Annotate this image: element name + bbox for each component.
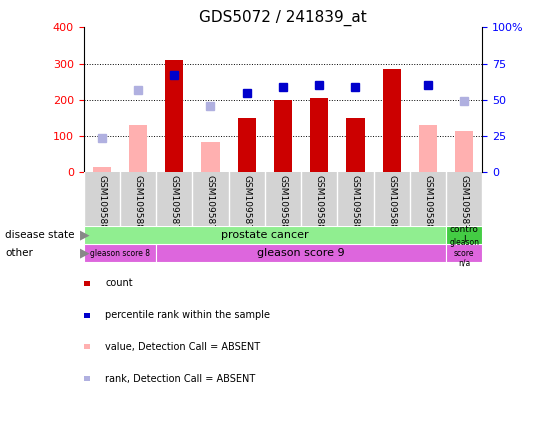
Bar bbox=[446, 244, 482, 262]
Bar bbox=[84, 244, 156, 262]
Text: GSM1095880: GSM1095880 bbox=[279, 175, 287, 236]
Bar bbox=[446, 225, 482, 244]
Bar bbox=[238, 118, 256, 173]
Text: value, Detection Call = ABSENT: value, Detection Call = ABSENT bbox=[105, 342, 260, 352]
Text: other: other bbox=[5, 248, 33, 258]
Bar bbox=[419, 125, 437, 173]
Text: disease state: disease state bbox=[5, 230, 75, 240]
Bar bbox=[347, 118, 364, 173]
Bar bbox=[93, 167, 110, 173]
Text: GSM1095882: GSM1095882 bbox=[351, 175, 360, 236]
Text: GSM1095885: GSM1095885 bbox=[424, 175, 432, 236]
Text: contro
l: contro l bbox=[450, 225, 479, 244]
Text: GSM1095884: GSM1095884 bbox=[387, 175, 396, 236]
Bar bbox=[310, 98, 328, 173]
Text: GSM1095879: GSM1095879 bbox=[242, 175, 251, 236]
Text: gleason score 9: gleason score 9 bbox=[257, 248, 345, 258]
Text: prostate cancer: prostate cancer bbox=[221, 230, 309, 240]
Text: GSM1095883: GSM1095883 bbox=[97, 175, 106, 236]
Text: GSM1095878: GSM1095878 bbox=[206, 175, 215, 236]
Text: count: count bbox=[105, 278, 133, 288]
Text: gleason score 8: gleason score 8 bbox=[90, 249, 150, 258]
Text: GSM1095881: GSM1095881 bbox=[315, 175, 324, 236]
Text: GSM1095877: GSM1095877 bbox=[170, 175, 179, 236]
Bar bbox=[129, 125, 147, 173]
Title: GDS5072 / 241839_at: GDS5072 / 241839_at bbox=[199, 10, 367, 26]
Bar bbox=[274, 100, 292, 173]
Text: ▶: ▶ bbox=[80, 247, 89, 260]
Text: ▶: ▶ bbox=[80, 228, 89, 241]
Text: percentile rank within the sample: percentile rank within the sample bbox=[105, 310, 270, 320]
Text: gleason
score
n/a: gleason score n/a bbox=[450, 238, 479, 268]
Bar bbox=[455, 131, 473, 173]
Bar bbox=[156, 244, 446, 262]
Bar bbox=[165, 60, 183, 173]
Text: rank, Detection Call = ABSENT: rank, Detection Call = ABSENT bbox=[105, 374, 255, 384]
Text: GSM1095876: GSM1095876 bbox=[460, 175, 469, 236]
Bar bbox=[202, 142, 219, 173]
Text: GSM1095886: GSM1095886 bbox=[134, 175, 142, 236]
Bar bbox=[383, 69, 401, 173]
